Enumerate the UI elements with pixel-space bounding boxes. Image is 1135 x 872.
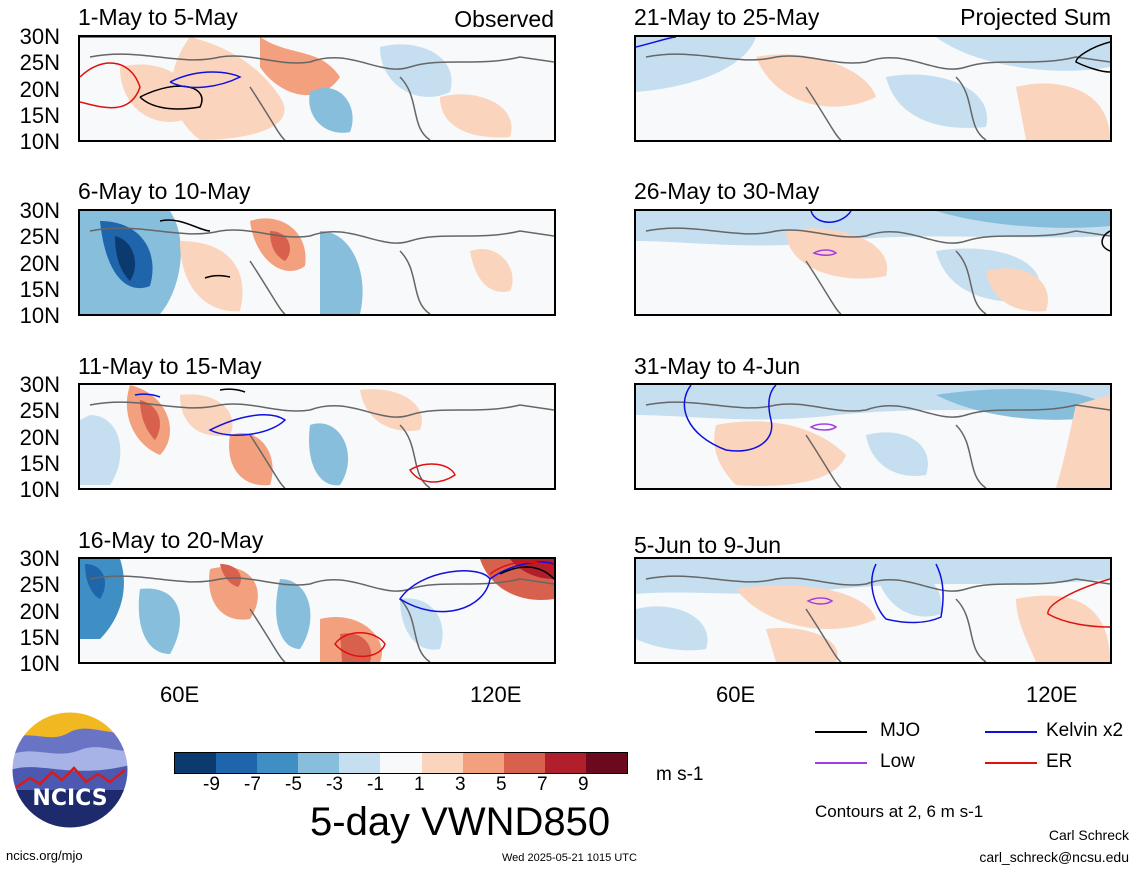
lat-tick: 10N: [19, 129, 60, 154]
colorbar-bin: [298, 753, 340, 773]
legend-line-low: [815, 762, 867, 764]
lon-tick: 120E: [1026, 682, 1078, 707]
lat-tick: 20N: [19, 77, 60, 102]
map-panel-7: [634, 383, 1112, 490]
colorbar-bin: [216, 753, 258, 773]
panel-title-7: 31-May to 4-Jun: [634, 353, 801, 379]
lat-tick: 15N: [19, 277, 60, 302]
legend-label-er: ER: [1046, 751, 1073, 772]
panel-title-2: 6-May to 10-May: [78, 178, 251, 204]
map-panel-8: [634, 557, 1112, 664]
map-panel-6: [634, 209, 1112, 316]
colorbar-bin: [339, 753, 381, 773]
colorbar-label: 7: [537, 774, 548, 795]
colorbar-bin: [175, 753, 217, 773]
colorbar-bin: [462, 753, 504, 773]
colorbar-label: 9: [578, 774, 589, 795]
colorbar: [174, 752, 628, 774]
panel-title-6: 26-May to 30-May: [634, 178, 820, 204]
figure-title: 5-day VWND850: [310, 800, 611, 844]
lat-tick: 30N: [19, 372, 60, 397]
panel-title-3: 11-May to 15-May: [78, 353, 262, 379]
colorbar-label: -7: [244, 774, 261, 795]
footer-email: carl_schreck@ncsu.edu: [979, 849, 1129, 865]
logo-text: NCICS: [32, 786, 108, 811]
map-panel-3: [78, 383, 556, 490]
colorbar-bin: [544, 753, 586, 773]
observed-label: Observed: [454, 6, 554, 32]
contour-note: Contours at 2, 6 m s-1: [815, 802, 984, 821]
footer-timestamp: Wed 2025-05-21 1015 UTC: [502, 852, 637, 864]
colorbar-units: m s-1: [656, 764, 704, 785]
panel-title-5: 21-May to 25-May: [634, 4, 820, 30]
legend-label-mjo: MJO: [880, 720, 921, 741]
legend-line-kelvin: [985, 731, 1037, 733]
projected-sum-label: Projected Sum: [960, 4, 1111, 30]
panel-title-8: 5-Jun to 9-Jun: [634, 532, 782, 558]
lat-tick: 10N: [19, 651, 60, 676]
lon-tick: 60E: [160, 682, 200, 707]
footer-author: Carl Schreck: [1048, 827, 1129, 843]
map-panel-2: [78, 209, 556, 316]
colorbar-label: -5: [285, 774, 302, 795]
colorbar-label: -9: [203, 774, 220, 795]
legend-line-er: [985, 762, 1037, 764]
panel-title-1: 1-May to 5-May: [78, 4, 238, 30]
colorbar-label: -3: [326, 774, 343, 795]
lat-tick: 15N: [19, 451, 60, 476]
footer-url: ncics.org/mjo: [6, 848, 83, 863]
colorbar-label: 1: [414, 774, 425, 795]
lat-tick: 10N: [19, 477, 60, 502]
legend-label-low: Low: [880, 751, 915, 772]
map-panel-4: [78, 557, 556, 664]
ncics-logo: NCICS: [10, 710, 130, 830]
colorbar-label: 3: [455, 774, 466, 795]
legend-label-kelvin: Kelvin x2: [1046, 720, 1124, 741]
legend-line-mjo: [815, 731, 867, 733]
colorbar-bin: [380, 753, 422, 773]
lat-tick: 25N: [19, 572, 60, 597]
map-panel-1: [78, 35, 556, 142]
colorbar-bin: [421, 753, 463, 773]
lat-tick: 20N: [19, 425, 60, 450]
lat-tick: 30N: [19, 198, 60, 223]
colorbar-label: -1: [367, 774, 384, 795]
lat-tick: 10N: [19, 303, 60, 328]
lat-tick: 15N: [19, 103, 60, 128]
lat-tick: 25N: [19, 50, 60, 75]
lat-tick: 20N: [19, 599, 60, 624]
lat-tick: 25N: [19, 398, 60, 423]
lat-tick: 15N: [19, 625, 60, 650]
colorbar-bin: [257, 753, 299, 773]
lon-tick: 60E: [716, 682, 756, 707]
colorbar-bin: [503, 753, 545, 773]
colorbar-label: 5: [496, 774, 507, 795]
panel-title-4: 16-May to 20-May: [78, 527, 264, 553]
lat-tick: 30N: [19, 546, 60, 571]
lon-tick: 120E: [470, 682, 522, 707]
colorbar-bin: [585, 753, 628, 773]
map-panel-5: [634, 35, 1112, 142]
lat-tick: 25N: [19, 224, 60, 249]
lat-tick: 20N: [19, 251, 60, 276]
lat-tick: 30N: [19, 24, 60, 49]
